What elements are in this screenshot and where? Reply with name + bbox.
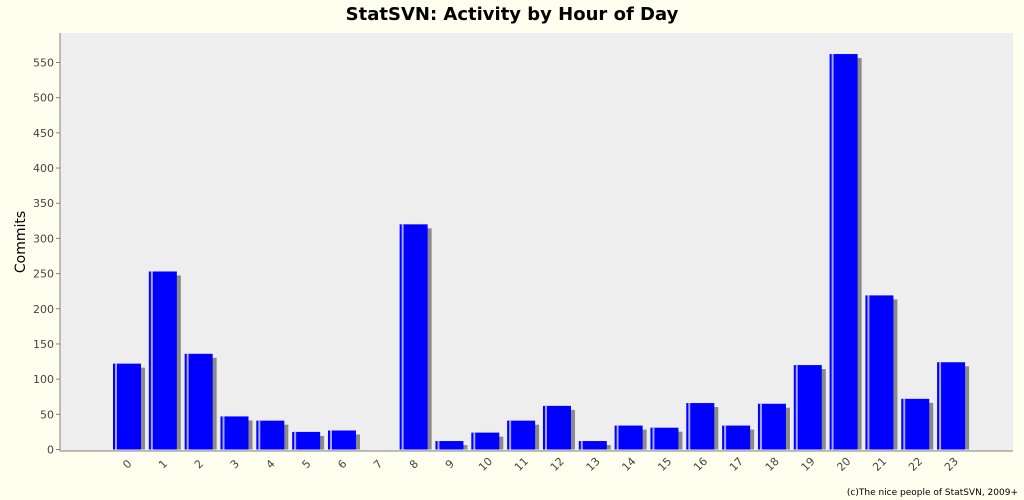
x-tick-label: 13	[584, 455, 603, 474]
bar-highlight	[294, 431, 297, 450]
bar	[435, 441, 464, 450]
x-tick-label: 17	[727, 455, 746, 474]
bar	[507, 420, 536, 450]
bar	[542, 405, 571, 450]
x-tick-label: 9	[443, 457, 457, 471]
bar	[327, 430, 356, 450]
bar-highlight	[544, 405, 547, 450]
bar-highlight	[580, 441, 583, 450]
bar	[722, 425, 751, 450]
bar-highlight	[616, 425, 619, 450]
bar-highlight	[329, 430, 332, 450]
bar	[757, 403, 786, 450]
x-tick-label: 6	[335, 457, 349, 471]
bar	[578, 441, 607, 450]
y-tick-label: 550	[33, 57, 54, 70]
x-tick-label: 11	[512, 455, 531, 474]
bar	[184, 353, 213, 450]
x-tick-label: 7	[371, 457, 385, 471]
y-tick-label: 250	[33, 268, 54, 281]
bar-highlight	[759, 403, 762, 450]
bar	[793, 365, 822, 450]
x-tick-label: 5	[299, 457, 313, 471]
bar	[471, 432, 500, 450]
x-axis: 0 1 2 3 4 5 6 7 8 9 10 11 12 13 14 15 16 17 18 19 20 21 22 23	[60, 450, 1013, 474]
bar-highlight	[222, 416, 225, 450]
bar	[148, 271, 177, 450]
bar-highlight	[509, 420, 512, 450]
bar	[650, 427, 679, 450]
x-tick-label: 12	[548, 455, 567, 474]
x-tick-label: 0	[120, 457, 134, 471]
bar	[829, 54, 858, 450]
bar-highlight	[150, 271, 153, 450]
x-tick-label: 18	[763, 455, 782, 474]
y-tick-label: 300	[33, 232, 54, 245]
bar	[865, 295, 894, 450]
y-axis-label: Commits	[13, 211, 29, 273]
x-tick-label: 1	[156, 457, 170, 471]
bar	[113, 363, 141, 450]
x-tick-label: 14	[619, 455, 638, 474]
bar-highlight	[437, 441, 440, 450]
bar-highlight	[652, 427, 655, 450]
y-tick-label: 400	[33, 162, 54, 175]
bars-group	[113, 54, 970, 450]
x-tick-label: 15	[655, 455, 674, 474]
x-tick-label: 19	[799, 455, 818, 474]
x-tick-label: 8	[407, 457, 421, 471]
x-tick-label: 16	[691, 455, 710, 474]
y-tick-label: 0	[47, 444, 54, 457]
y-tick-label: 450	[33, 127, 54, 140]
bar	[901, 398, 930, 450]
bar	[399, 224, 428, 450]
bar	[220, 416, 249, 450]
bar	[686, 403, 715, 450]
bar	[937, 362, 966, 450]
bar-highlight	[867, 295, 870, 450]
bar-highlight	[724, 425, 727, 450]
y-tick-label: 50	[40, 408, 54, 421]
bar-highlight	[186, 353, 189, 450]
y-tick-label: 100	[33, 373, 54, 386]
x-tick-label: 4	[264, 457, 278, 471]
y-axis: 0 50 100 150 200 250 300 350 400 450 500 550	[33, 33, 61, 457]
y-tick-label: 200	[33, 303, 54, 316]
bar	[256, 420, 285, 450]
y-tick-label: 500	[33, 92, 54, 105]
x-tick-label: 23	[942, 455, 961, 474]
bar-highlight	[115, 363, 117, 450]
x-tick-label: 2	[192, 457, 206, 471]
x-tick-label: 21	[870, 455, 889, 474]
bar	[292, 431, 321, 450]
bar-highlight	[401, 224, 404, 450]
chart-title: StatSVN: Activity by Hour of Day	[345, 4, 679, 25]
bar-highlight	[688, 403, 691, 450]
bar-highlight	[258, 420, 261, 450]
bar-highlight	[903, 398, 906, 450]
y-tick-label: 150	[33, 338, 54, 351]
x-tick-label: 10	[476, 455, 495, 474]
x-tick-label: 3	[228, 457, 242, 471]
bar-highlight	[939, 362, 942, 450]
x-tick-label: 22	[906, 455, 925, 474]
bar	[614, 425, 643, 450]
x-tick-label: 20	[834, 455, 853, 474]
bar-highlight	[831, 54, 834, 450]
y-tick-label: 350	[33, 197, 54, 210]
footer-credit: (c)The nice people of StatSVN, 2009+	[846, 488, 1018, 498]
bar-highlight	[473, 432, 476, 450]
bar-highlight	[795, 365, 798, 450]
